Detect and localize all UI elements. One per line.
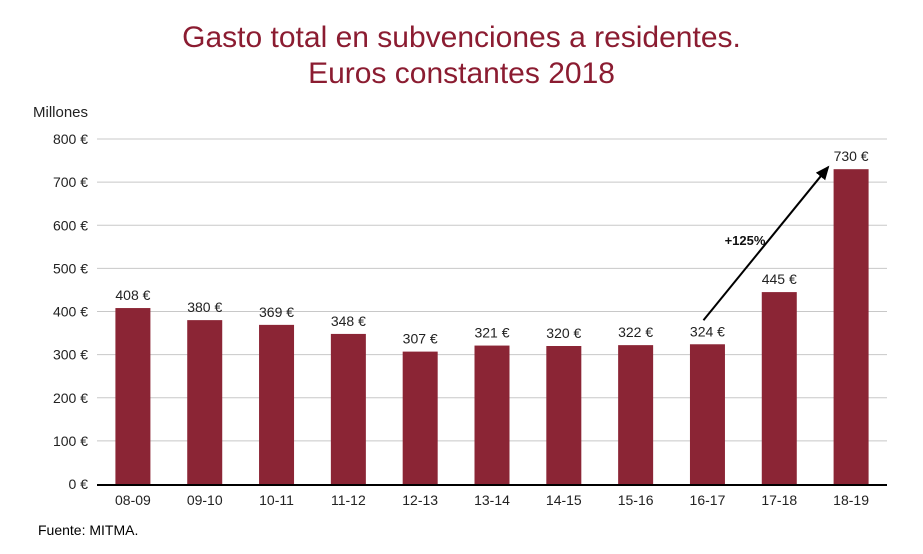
x-tick-label: 15-16 bbox=[618, 492, 654, 508]
bar-08-09 bbox=[115, 308, 151, 484]
growth-annotation: +125% bbox=[725, 233, 766, 248]
data-label: 321 € bbox=[474, 325, 509, 341]
data-label: 380 € bbox=[187, 299, 222, 315]
data-label: 408 € bbox=[115, 287, 150, 303]
chart-title: Gasto total en subvenciones a residentes… bbox=[0, 20, 923, 92]
bar-13-14 bbox=[474, 345, 510, 484]
chart-title-line-1: Gasto total en subvenciones a residentes… bbox=[182, 21, 741, 54]
data-label: 320 € bbox=[546, 325, 581, 341]
bar-14-15 bbox=[546, 346, 582, 484]
y-tick-label: 400 € bbox=[53, 304, 88, 320]
growth-arrow bbox=[702, 165, 830, 321]
y-axis-label: Millones bbox=[33, 104, 88, 121]
x-tick-label: 11-12 bbox=[331, 492, 366, 508]
y-tick-label: 300 € bbox=[53, 347, 88, 363]
x-tick-label: 14-15 bbox=[546, 492, 582, 508]
x-tick-label: 10-11 bbox=[259, 492, 294, 508]
bar-16-17 bbox=[689, 344, 725, 484]
source-note: Fuente: MITMA. bbox=[38, 522, 139, 538]
data-label: 445 € bbox=[762, 271, 797, 287]
y-tick-label: 0 € bbox=[69, 476, 89, 492]
bar-15-16 bbox=[618, 345, 654, 484]
x-tick-label: 13-14 bbox=[474, 492, 510, 508]
y-tick-label: 700 € bbox=[53, 174, 88, 190]
bar-12-13 bbox=[402, 351, 438, 484]
bar-10-11 bbox=[259, 324, 295, 484]
x-tick-label: 08-09 bbox=[115, 492, 151, 508]
data-label: 322 € bbox=[618, 324, 653, 340]
y-tick-label: 600 € bbox=[53, 217, 88, 233]
y-tick-label: 200 € bbox=[53, 390, 88, 406]
y-tick-label: 500 € bbox=[53, 260, 88, 276]
chart-title-line-2: Euros constantes 2018 bbox=[308, 57, 615, 90]
x-tick-label: 18-19 bbox=[833, 492, 869, 508]
data-label: 730 € bbox=[834, 148, 869, 164]
data-label: 307 € bbox=[403, 331, 438, 347]
y-tick-label: 100 € bbox=[53, 433, 88, 449]
x-tick-label: 12-13 bbox=[402, 492, 438, 508]
data-label: 348 € bbox=[331, 313, 366, 329]
bar-17-18 bbox=[761, 292, 797, 484]
x-tick-label: 17-18 bbox=[761, 492, 797, 508]
bar-18-19 bbox=[833, 169, 869, 484]
bar-11-12 bbox=[330, 333, 366, 484]
x-tick-label: 16-17 bbox=[690, 492, 726, 508]
data-label: 369 € bbox=[259, 304, 294, 320]
y-tick-label: 800 € bbox=[53, 131, 88, 147]
x-tick-label: 09-10 bbox=[187, 492, 223, 508]
data-label: 324 € bbox=[690, 323, 725, 339]
bar-09-10 bbox=[187, 320, 223, 484]
